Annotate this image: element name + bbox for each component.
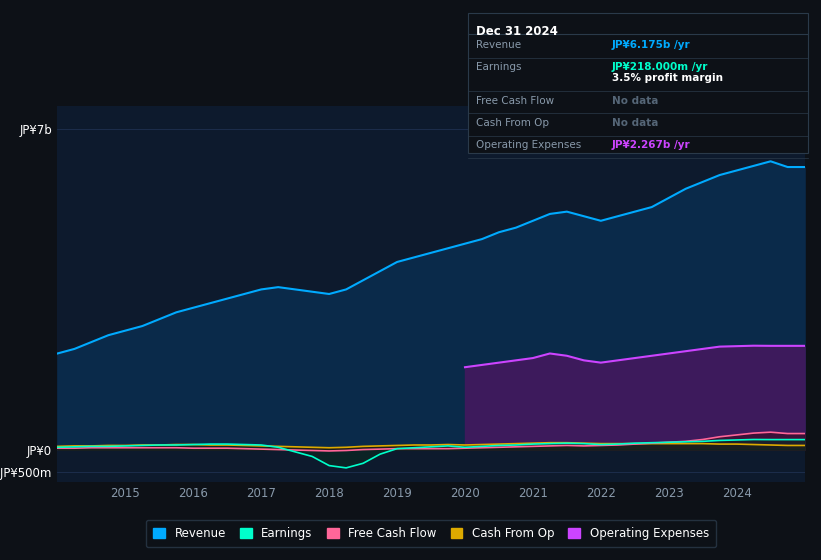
Text: JP¥218.000m /yr: JP¥218.000m /yr: [612, 62, 708, 72]
Text: Dec 31 2024: Dec 31 2024: [476, 25, 558, 38]
Text: No data: No data: [612, 118, 658, 128]
Text: JP¥2.267b /yr: JP¥2.267b /yr: [612, 141, 690, 151]
Legend: Revenue, Earnings, Free Cash Flow, Cash From Op, Operating Expenses: Revenue, Earnings, Free Cash Flow, Cash …: [146, 520, 716, 547]
Text: Earnings: Earnings: [476, 62, 521, 72]
Text: Free Cash Flow: Free Cash Flow: [476, 96, 554, 106]
Text: Cash From Op: Cash From Op: [476, 118, 549, 128]
Text: Revenue: Revenue: [476, 40, 521, 50]
Text: Operating Expenses: Operating Expenses: [476, 141, 581, 151]
Text: JP¥6.175b /yr: JP¥6.175b /yr: [612, 40, 690, 50]
Text: No data: No data: [612, 96, 658, 106]
Text: 3.5% profit margin: 3.5% profit margin: [612, 73, 722, 82]
